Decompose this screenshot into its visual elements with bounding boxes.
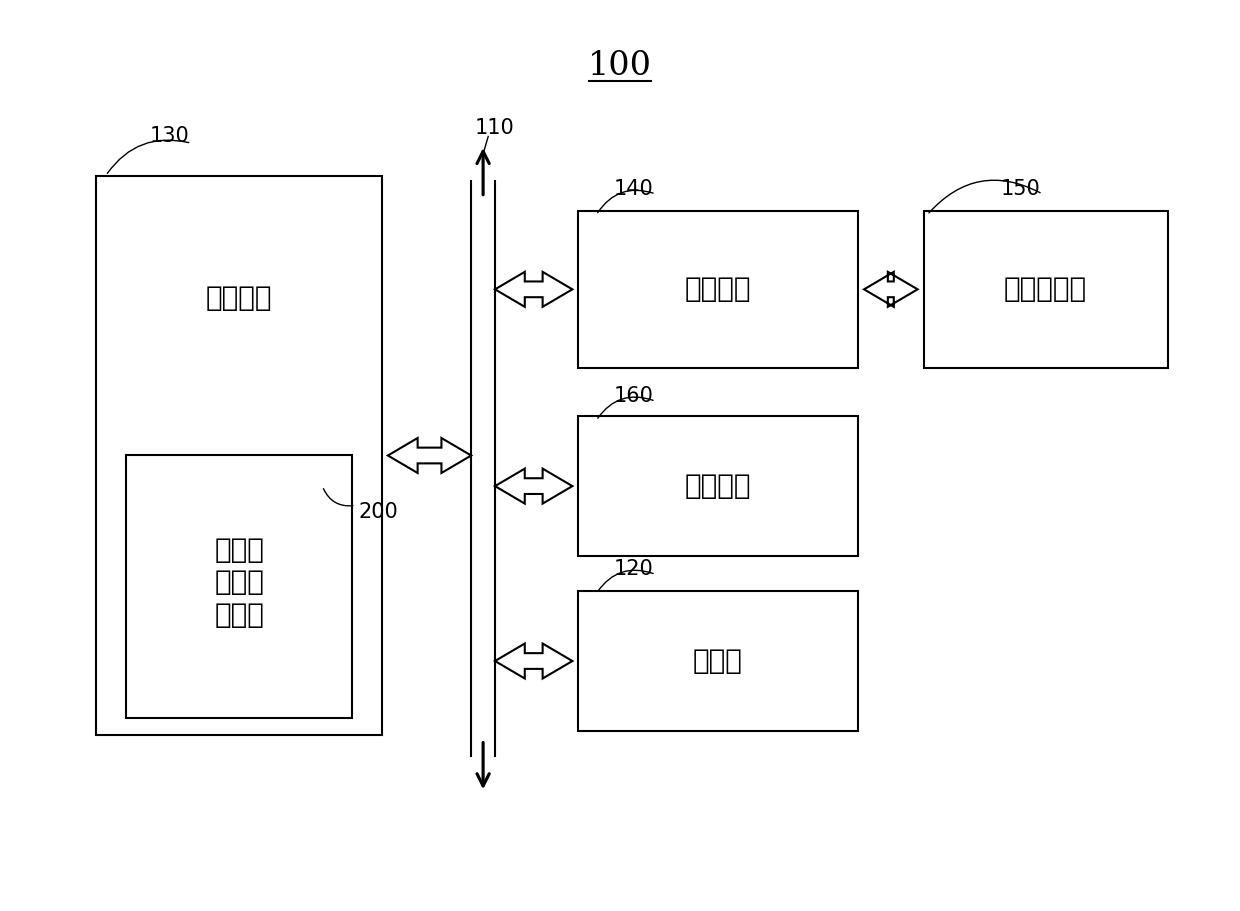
Text: 200: 200	[358, 502, 398, 522]
Text: 140: 140	[614, 179, 653, 199]
Text: 处理器: 处理器	[693, 647, 743, 675]
Text: 总线接口: 总线接口	[684, 275, 751, 303]
Text: 存储介质: 存储介质	[206, 284, 273, 312]
Bar	[578, 416, 858, 556]
Text: 150: 150	[1001, 179, 1040, 199]
Bar	[578, 591, 858, 731]
Polygon shape	[495, 468, 573, 504]
Polygon shape	[495, 643, 573, 679]
Bar	[924, 210, 1168, 368]
Polygon shape	[864, 271, 918, 307]
Bar	[578, 210, 858, 368]
Bar	[126, 456, 352, 718]
Text: 130: 130	[150, 127, 190, 147]
Text: 位置进
度条显
示装置: 位置进 度条显 示装置	[215, 536, 264, 629]
Bar	[97, 176, 382, 735]
Text: 120: 120	[614, 559, 653, 579]
Text: 用户接口: 用户接口	[684, 472, 751, 500]
Polygon shape	[388, 438, 471, 473]
Text: 网络适配器: 网络适配器	[1003, 275, 1086, 303]
Text: 100: 100	[588, 50, 652, 82]
Polygon shape	[495, 271, 573, 307]
Text: 110: 110	[475, 118, 515, 138]
Text: 160: 160	[614, 386, 653, 406]
